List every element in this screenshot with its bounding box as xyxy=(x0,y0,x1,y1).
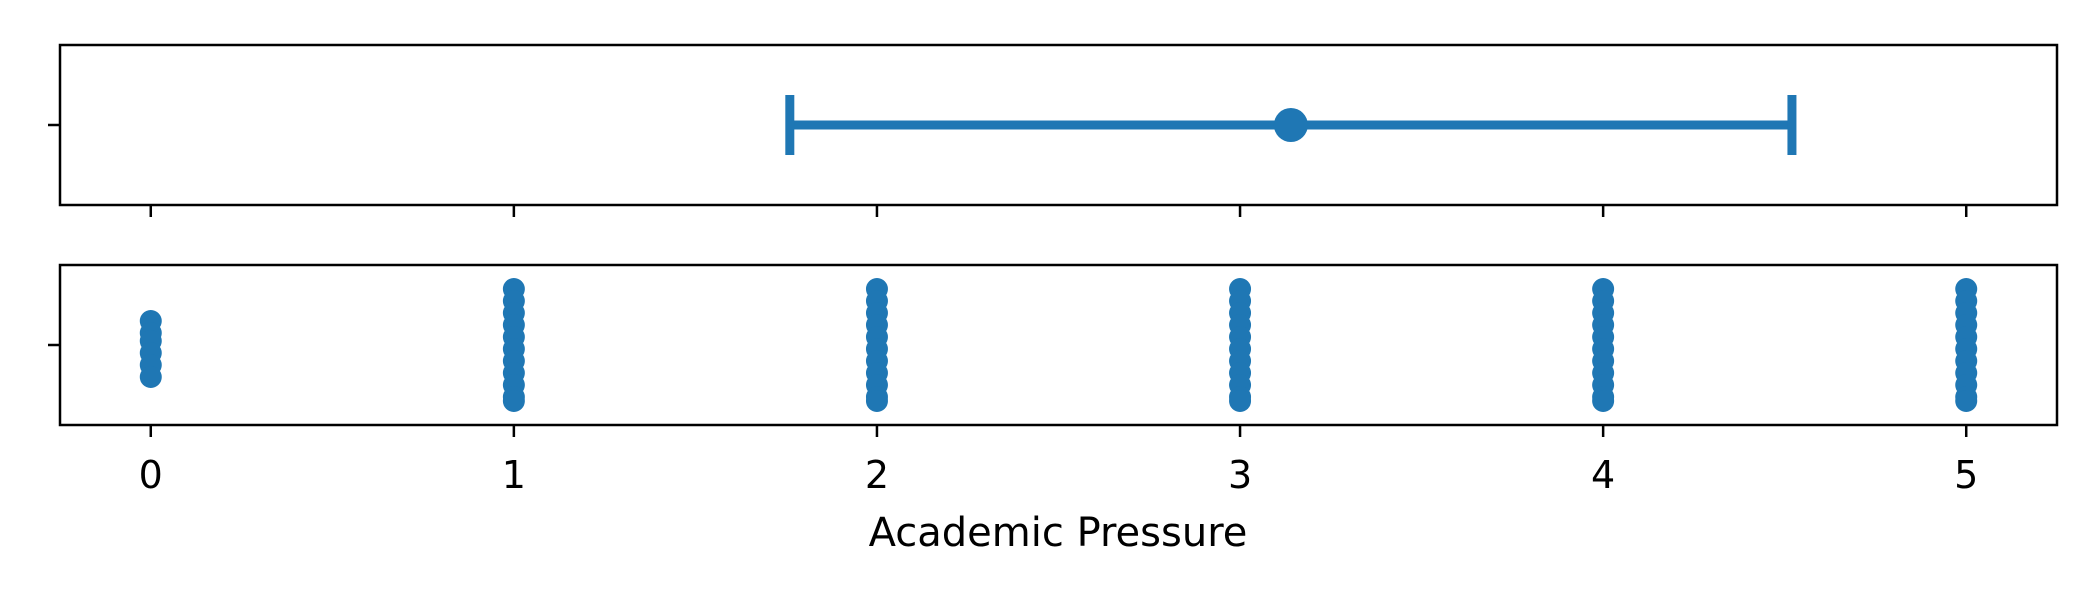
x-tick-label: 3 xyxy=(1228,453,1252,497)
mean-point xyxy=(1273,108,1308,142)
strip-panel-x-ticks: 0 1 2 3 4 5 xyxy=(139,425,1978,497)
errorbar-panel-x-ticks xyxy=(149,205,1968,217)
strip-points xyxy=(139,278,1978,412)
x-tick-label: 4 xyxy=(1591,453,1615,497)
strip-point xyxy=(502,390,525,412)
strip-panel-frame xyxy=(58,263,2059,427)
x-axis-label: Academic Pressure xyxy=(869,510,1248,556)
x-tick-label: 2 xyxy=(865,453,889,497)
strip-point xyxy=(139,366,162,388)
x-tick-label: 5 xyxy=(1954,453,1978,497)
strip-point xyxy=(1592,390,1615,412)
x-tick-label: 0 xyxy=(139,453,163,497)
strip-panel: 0 1 2 3 4 5 xyxy=(48,263,2059,497)
strip-point xyxy=(1229,390,1252,412)
x-tick-label: 1 xyxy=(502,453,526,497)
strip-point xyxy=(865,390,888,412)
errorbar-marks xyxy=(785,95,1797,155)
errorbar-panel xyxy=(48,43,2059,217)
strip-point xyxy=(1955,390,1978,412)
